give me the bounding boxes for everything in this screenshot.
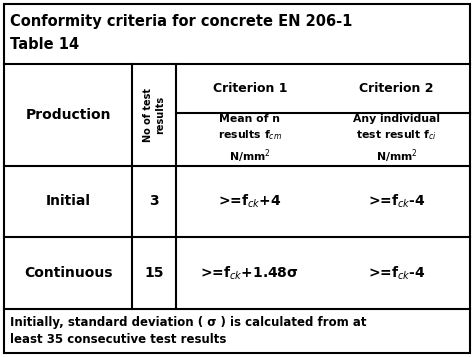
Text: No of test
results: No of test results bbox=[143, 88, 165, 142]
Text: Continuous: Continuous bbox=[24, 266, 112, 280]
Text: Criterion 1: Criterion 1 bbox=[212, 82, 287, 95]
Text: Initial: Initial bbox=[46, 194, 91, 208]
Text: >=f$_{ck}$+1.48σ: >=f$_{ck}$+1.48σ bbox=[201, 264, 299, 282]
Text: Table 14: Table 14 bbox=[10, 37, 79, 52]
Text: 15: 15 bbox=[145, 266, 164, 280]
Text: >=f$_{ck}$+4: >=f$_{ck}$+4 bbox=[218, 192, 282, 210]
Text: Initially, standard deviation ( σ ) is calculated from at
least 35 consecutive t: Initially, standard deviation ( σ ) is c… bbox=[10, 316, 366, 346]
Text: Conformity criteria for concrete EN 206-1: Conformity criteria for concrete EN 206-… bbox=[10, 14, 352, 29]
Text: Any individual
test result f$_{ci}$
N/mm$^2$: Any individual test result f$_{ci}$ N/mm… bbox=[353, 114, 440, 165]
Text: Production: Production bbox=[25, 108, 111, 122]
Text: Mean of n
results f$_{cm}$
N/mm$^2$: Mean of n results f$_{cm}$ N/mm$^2$ bbox=[218, 114, 282, 165]
Text: 3: 3 bbox=[149, 194, 159, 208]
Text: Criterion 2: Criterion 2 bbox=[359, 82, 434, 95]
Text: >=f$_{ck}$-4: >=f$_{ck}$-4 bbox=[368, 264, 425, 282]
Text: >=f$_{ck}$-4: >=f$_{ck}$-4 bbox=[368, 192, 425, 210]
